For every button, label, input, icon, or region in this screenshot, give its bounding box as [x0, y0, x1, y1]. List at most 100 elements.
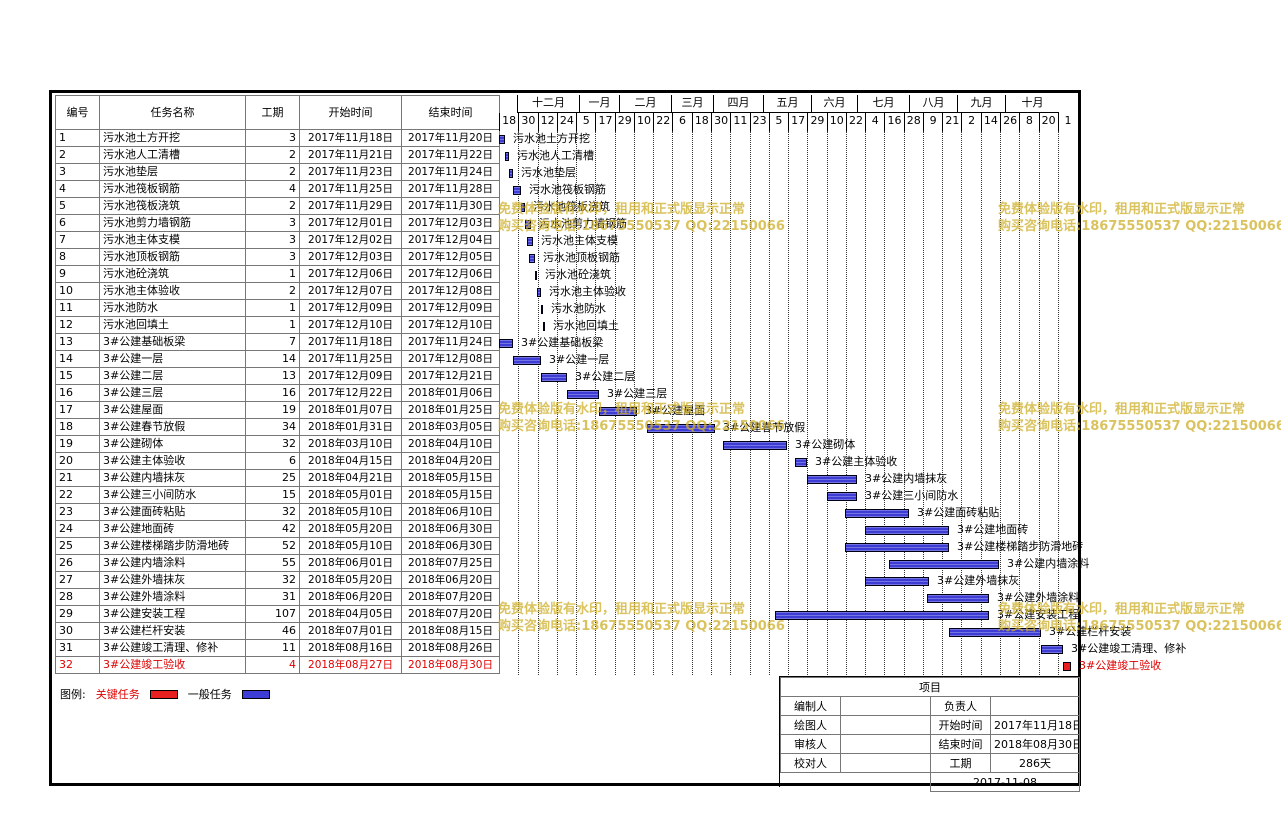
table-row[interactable]: 20 3#公建主体验收 6 2018年04月15日 2018年04月20日: [55, 452, 500, 470]
gantt-bar[interactable]: [647, 424, 715, 433]
gantt-bar[interactable]: [889, 560, 999, 569]
gantt-bar-label: 3#公建主体验收: [815, 455, 898, 468]
task-duration: 34: [245, 418, 300, 436]
table-row[interactable]: 1 污水池土方开挖 3 2017年11月18日 2017年11月20日: [55, 129, 500, 147]
legend-critical-label: 关键任务: [95, 688, 140, 701]
grid-line: [961, 131, 963, 675]
gantt-bar[interactable]: [599, 407, 637, 416]
gantt-bar-label: 3#公建竣工清理、修补: [1071, 642, 1187, 655]
gantt-bar[interactable]: [567, 390, 599, 399]
table-row[interactable]: 9 污水池砼浇筑 1 2017年12月06日 2017年12月06日: [55, 265, 500, 283]
gantt-bar[interactable]: [525, 220, 531, 229]
table-row[interactable]: 27 3#公建外墙抹灰 32 2018年05月20日 2018年06月20日: [55, 571, 500, 589]
gantt-bar[interactable]: [541, 305, 543, 314]
table-row[interactable]: 30 3#公建栏杆安装 46 2018年07月01日 2018年08月15日: [55, 622, 500, 640]
timeline-day: 30: [518, 113, 537, 131]
task-start: 2018年08月16日: [299, 639, 402, 657]
gantt-bar[interactable]: [513, 186, 521, 195]
table-row[interactable]: 21 3#公建内墙抹灰 25 2018年04月21日 2018年05月15日: [55, 469, 500, 487]
table-row[interactable]: 23 3#公建面砖粘贴 32 2018年05月10日 2018年06月10日: [55, 503, 500, 521]
timeline-day: 4: [865, 113, 884, 131]
gantt-bar[interactable]: [775, 611, 989, 620]
table-row[interactable]: 6 污水池剪力墙钢筋 3 2017年12月01日 2017年12月03日: [55, 214, 500, 232]
gantt-bar[interactable]: [865, 577, 929, 586]
table-row[interactable]: 8 污水池顶板钢筋 3 2017年12月03日 2017年12月05日: [55, 248, 500, 266]
gantt-bar[interactable]: [499, 339, 513, 348]
gantt-bar[interactable]: [521, 203, 525, 212]
table-row[interactable]: 18 3#公建春节放假 34 2018年01月31日 2018年03月05日: [55, 418, 500, 436]
task-start: 2017年11月29日: [299, 197, 402, 215]
gantt-bar[interactable]: [865, 526, 949, 535]
table-row[interactable]: 4 污水池筏板钢筋 4 2017年11月25日 2017年11月28日: [55, 180, 500, 198]
gantt-bar[interactable]: [535, 271, 537, 280]
table-row[interactable]: 5 污水池筏板浇筑 2 2017年11月29日 2017年11月30日: [55, 197, 500, 215]
task-id: 8: [55, 248, 100, 266]
task-id: 12: [55, 316, 100, 334]
table-row[interactable]: 32 3#公建竣工验收 4 2018年08月27日 2018年08月30日: [55, 656, 500, 674]
task-start: 2018年05月10日: [299, 503, 402, 521]
table-row[interactable]: 3 污水池垫层 2 2017年11月23日 2017年11月24日: [55, 163, 500, 181]
task-id: 9: [55, 265, 100, 283]
table-row[interactable]: 10 污水池主体验收 2 2017年12月07日 2017年12月08日: [55, 282, 500, 300]
gantt-bar[interactable]: [509, 169, 513, 178]
table-row[interactable]: 29 3#公建安装工程 107 2018年04月05日 2018年07月20日: [55, 605, 500, 623]
info-checker-label: 校对人: [780, 753, 841, 773]
table-row[interactable]: 13 3#公建基础板梁 7 2017年11月18日 2017年11月24日: [55, 333, 500, 351]
gantt-bar-label: 3#公建春节放假: [723, 421, 806, 434]
gantt-bar[interactable]: [513, 356, 541, 365]
gantt-bar[interactable]: [541, 373, 567, 382]
gantt-bar[interactable]: [505, 152, 509, 161]
task-start: 2018年06月01日: [299, 554, 402, 572]
gantt-bar[interactable]: [527, 237, 533, 246]
table-row[interactable]: 15 3#公建二层 13 2017年12月09日 2017年12月21日: [55, 367, 500, 385]
grid-line: [788, 131, 790, 675]
task-duration: 1: [245, 265, 300, 283]
task-name: 3#公建竣工清理、修补: [99, 639, 246, 657]
table-row[interactable]: 28 3#公建外墙涂料 31 2018年06月20日 2018年07月20日: [55, 588, 500, 606]
gantt-bar[interactable]: [845, 509, 909, 518]
gantt-bar[interactable]: [1041, 645, 1063, 654]
timeline-day: 17: [595, 113, 614, 131]
task-name: 污水池筏板钢筋: [99, 180, 246, 198]
table-row[interactable]: 24 3#公建地面砖 42 2018年05月20日 2018年06月30日: [55, 520, 500, 538]
gantt-bar[interactable]: [927, 594, 989, 603]
gantt-bar-label: 污水池垫层: [521, 166, 576, 179]
table-row[interactable]: 31 3#公建竣工清理、修补 11 2018年08月16日 2018年08月26日: [55, 639, 500, 657]
table-row[interactable]: 7 污水池主体支模 3 2017年12月02日 2017年12月04日: [55, 231, 500, 249]
legend-normal-swatch: [241, 689, 270, 699]
task-duration: 6: [245, 452, 300, 470]
gantt-bar[interactable]: [723, 441, 787, 450]
timeline-day: 14: [980, 113, 1000, 131]
gantt-bar[interactable]: [543, 322, 545, 331]
table-row[interactable]: 17 3#公建屋面 19 2018年01月07日 2018年01月25日: [55, 401, 500, 419]
task-id: 25: [55, 537, 100, 555]
task-end: 2018年06月30日: [401, 537, 500, 555]
table-row[interactable]: 22 3#公建三小间防水 15 2018年05月01日 2018年05月15日: [55, 486, 500, 504]
gantt-bar[interactable]: [827, 492, 857, 501]
gantt-bar-label: 污水池人工清槽: [517, 149, 594, 162]
table-row[interactable]: 12 污水池回填土 1 2017年12月10日 2017年12月10日: [55, 316, 500, 334]
gantt-bar[interactable]: [499, 135, 505, 144]
gantt-bar[interactable]: [1063, 662, 1071, 671]
task-id: 26: [55, 554, 100, 572]
table-row[interactable]: 11 污水池防水 1 2017年12月09日 2017年12月09日: [55, 299, 500, 317]
gantt-bar[interactable]: [845, 543, 949, 552]
gantt-bar[interactable]: [807, 475, 857, 484]
table-row[interactable]: 25 3#公建楼梯踏步防滑地砖 52 2018年05月10日 2018年06月30日: [55, 537, 500, 555]
timeline-day: 17: [788, 113, 807, 131]
table-row[interactable]: 16 3#公建三层 16 2017年12月22日 2018年01月06日: [55, 384, 500, 402]
table-row[interactable]: 26 3#公建内墙涂料 55 2018年06月01日 2018年07月25日: [55, 554, 500, 572]
gantt-bar-label: 污水池防水: [551, 302, 606, 315]
grid-line: [691, 131, 693, 675]
timeline-month: 七月: [857, 95, 909, 113]
gantt-bar[interactable]: [949, 628, 1041, 637]
gantt-bar[interactable]: [795, 458, 807, 467]
gantt-bar[interactable]: [529, 254, 535, 263]
task-end: 2017年12月08日: [401, 350, 500, 368]
grid-line: [903, 131, 905, 675]
table-row[interactable]: 14 3#公建一层 14 2017年11月25日 2017年12月08日: [55, 350, 500, 368]
table-row[interactable]: 19 3#公建砌体 32 2018年03月10日 2018年04月10日: [55, 435, 500, 453]
table-row[interactable]: 2 污水池人工清槽 2 2017年11月21日 2017年11月22日: [55, 146, 500, 164]
gantt-bar[interactable]: [537, 288, 541, 297]
task-duration: 13: [245, 367, 300, 385]
